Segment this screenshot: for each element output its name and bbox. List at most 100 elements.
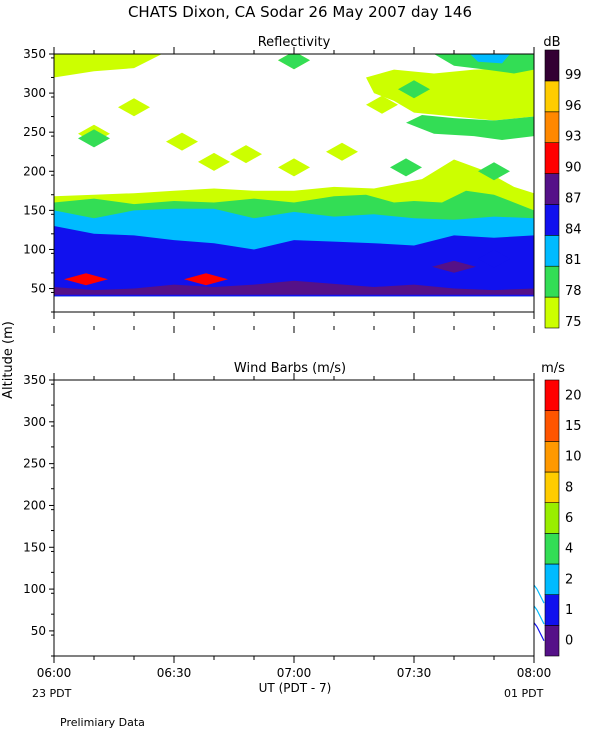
colorbar-swatch (544, 80, 560, 113)
colorbar-label: 15 (565, 419, 582, 434)
reflectivity-y-axis: 50 100 150 200 250 300 350 (23, 47, 54, 313)
wind-barbs-frame (53, 379, 535, 657)
x-tick-label: 07:00 (277, 666, 312, 680)
reflectivity-patch (326, 142, 358, 161)
colorbar-swatch (544, 204, 560, 236)
y-axis-label: Altitude (m) (1, 321, 16, 399)
y-tick-label: 50 (31, 624, 46, 638)
reflectivity-patch (198, 152, 230, 171)
colorbar-swatch (544, 111, 560, 144)
colorbar-swatch (544, 173, 560, 205)
wind-barbs-plot-area (533, 584, 545, 641)
y-tick-label: 200 (23, 498, 46, 512)
x-tick-label: 06:30 (157, 666, 192, 680)
x-axis-label: UT (PDT - 7) (259, 681, 332, 695)
colorbar-swatch (544, 410, 560, 442)
y-tick-label: 150 (23, 540, 46, 554)
colorbar-label: 2 (565, 572, 573, 587)
colorbar-swatch (544, 296, 560, 329)
y-tick-label: 50 (31, 282, 46, 296)
x-tick-label: 07:30 (397, 666, 432, 680)
y-tick-label: 100 (23, 242, 46, 256)
reflectivity-patch (278, 158, 310, 177)
x-tick-label: 06:00 (37, 666, 72, 680)
footnote: Prelimiary Data (60, 716, 145, 729)
colorbar-label: 10 (565, 450, 582, 465)
colorbar-label: 90 (565, 161, 582, 176)
y-tick-label: 100 (23, 582, 46, 596)
reflectivity-contour-84 (54, 226, 534, 297)
colorbar-swatch (544, 471, 560, 504)
colorbar-swatch (544, 235, 560, 267)
colorbar-label: 75 (565, 315, 582, 330)
figure-title: CHATS Dixon, CA Sodar 26 May 2007 day 14… (128, 3, 472, 21)
y-tick-label: 300 (23, 415, 46, 429)
colorbar-label: 78 (565, 284, 582, 299)
y-tick-label: 300 (23, 86, 46, 100)
wind-barbs-panel: Wind Barbs (m/s) 50 100 150 200 250 300 350 06… (23, 361, 581, 680)
colorbar-label: 20 (565, 388, 582, 403)
reflectivity-patch (390, 158, 422, 177)
colorbar-label: 8 (565, 480, 573, 495)
reflectivity-region-top-right-inner (434, 54, 534, 74)
colorbar-label: 87 (565, 191, 582, 206)
left-time-note: 23 PDT (32, 687, 72, 700)
wind-x-axis: 06:00 06:30 07:00 07:30 08:00 (37, 373, 552, 680)
y-tick-label: 250 (23, 457, 46, 471)
reflectivity-colorbar: 75 78 81 84 87 90 93 96 99 (544, 49, 582, 330)
colorbar-swatch (544, 142, 560, 174)
reflectivity-patch (478, 162, 510, 181)
wind-y-axis: 50 100 150 200 250 300 350 (23, 373, 54, 657)
y-tick-label: 250 (23, 125, 46, 139)
colorbar-swatch (544, 440, 560, 473)
reflectivity-patch (398, 80, 430, 99)
reflectivity-region-top-right-core (470, 54, 510, 64)
reflectivity-patch (278, 54, 310, 70)
colorbar-swatch (544, 624, 560, 657)
colorbar-label: 4 (565, 542, 573, 557)
colorbar-label: 81 (565, 253, 582, 268)
colorbar-swatch (544, 265, 560, 298)
colorbar-swatch (544, 379, 560, 412)
reflectivity-band-right (406, 115, 534, 140)
reflectivity-patch (64, 273, 108, 286)
y-tick-label: 350 (23, 373, 46, 387)
wind-colorbar-unit: m/s (541, 361, 565, 376)
right-time-note: 01 PDT (504, 687, 544, 700)
reflectivity-region-top-left (54, 54, 162, 78)
reflectivity-plot-area (54, 54, 534, 297)
reflectivity-patch (78, 129, 110, 148)
wind-colorbar: 0 1 2 4 6 8 10 15 20 (544, 379, 582, 657)
colorbar-label: 99 (565, 68, 582, 83)
colorbar-label: 84 (565, 222, 582, 237)
colorbar-swatch (544, 594, 560, 626)
reflectivity-patch (432, 260, 476, 273)
colorbar-swatch (544, 502, 560, 534)
colorbar-swatch (544, 49, 560, 82)
colorbar-label: 93 (565, 130, 582, 145)
y-tick-label: 150 (23, 203, 46, 217)
y-tick-label: 350 (23, 47, 46, 61)
reflectivity-patch (184, 273, 228, 286)
reflectivity-title: Reflectivity (258, 35, 331, 50)
reflectivity-patch (118, 98, 150, 117)
x-tick-label: 08:00 (517, 666, 552, 680)
reflectivity-patch (166, 132, 198, 151)
reflectivity-patch (366, 95, 398, 114)
wind-barb (536, 626, 545, 641)
wind-barb (536, 588, 545, 604)
colorbar-swatch (544, 532, 560, 565)
reflectivity-region-top-right (366, 68, 534, 121)
colorbar-label: 1 (565, 603, 573, 618)
reflectivity-patch (478, 249, 510, 268)
colorbar-label: 96 (565, 99, 582, 114)
reflectivity-contour-87 (54, 280, 534, 295)
colorbar-swatch (544, 563, 560, 596)
wind-barbs-title: Wind Barbs (m/s) (234, 361, 346, 376)
wind-barb (536, 609, 545, 625)
reflectivity-colorbar-unit: dB (543, 35, 560, 50)
y-tick-label: 200 (23, 164, 46, 178)
reflectivity-x-axis (53, 47, 535, 333)
